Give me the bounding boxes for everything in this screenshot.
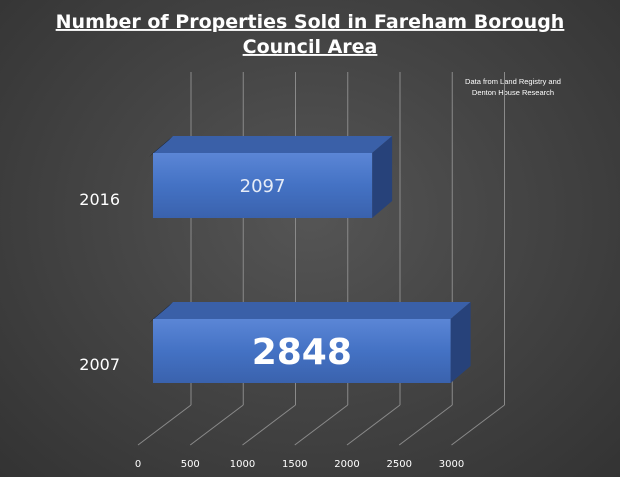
chart-title: Number of Properties Sold in Fareham Bor…	[56, 11, 565, 58]
x-tick-label: 0	[135, 459, 141, 470]
gridline-floor	[294, 404, 349, 446]
category-label: 2007	[79, 355, 120, 374]
x-tick-label: 2500	[387, 459, 412, 470]
gridline-floor	[398, 404, 453, 446]
bar-2007: 2848	[149, 302, 471, 383]
bar-front-face	[153, 319, 451, 383]
bar-front-face	[153, 153, 373, 218]
bar-edge-shadow	[149, 302, 173, 323]
gridline-floor	[189, 404, 244, 446]
chart-title-line-2: Council Area	[243, 36, 378, 58]
x-tick-label: 500	[181, 459, 200, 470]
source-annotation-line-1: Data from Land Registry and	[465, 77, 561, 86]
bar-top-face	[153, 136, 393, 153]
bar-side-face	[372, 136, 393, 218]
source-annotation-line-2: Denton House Research	[472, 88, 554, 97]
chart-title-line-1: Number of Properties Sold in Fareham Bor…	[56, 11, 565, 33]
gridline-floor	[137, 404, 192, 446]
data-label: 2097	[240, 176, 286, 197]
source-annotation: Data from Land Registry and Denton House…	[465, 77, 561, 97]
bar-edge-shadow	[149, 136, 173, 157]
category-label: 2016	[79, 190, 120, 209]
x-axis-ticks: 0 500 1000 1500 2000 2500 3000	[135, 459, 464, 470]
bar-side-face	[450, 302, 471, 383]
gridline-floor	[346, 404, 401, 446]
x-tick-label: 1000	[230, 459, 255, 470]
y-axis-categories: 2016 2007	[79, 190, 120, 374]
bar-top-face	[153, 302, 471, 319]
gridline-floor	[242, 404, 296, 446]
x-tick-label: 2000	[334, 459, 359, 470]
x-tick-label: 1500	[282, 459, 307, 470]
x-tick-label: 3000	[439, 459, 464, 470]
gridline-floor	[451, 404, 505, 446]
bars: 2097 2848	[149, 136, 471, 383]
data-label: 2848	[252, 332, 352, 373]
gridlines	[137, 72, 505, 446]
bar-2016: 2097	[149, 136, 393, 218]
